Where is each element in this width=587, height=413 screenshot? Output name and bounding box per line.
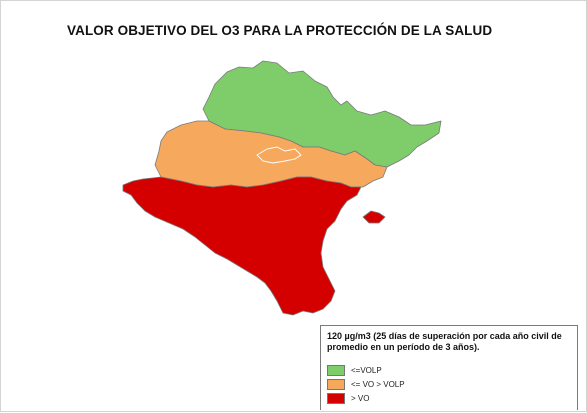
legend-swatch-green bbox=[327, 365, 345, 376]
legend-label-vo-volp: <= VO > VOLP bbox=[351, 380, 405, 389]
map-title: VALOR OBJETIVO DEL O3 PARA LA PROTECCIÓN… bbox=[67, 23, 493, 38]
legend-note: 120 µg/m3 (25 días de superación por cad… bbox=[327, 331, 562, 352]
zone-south-vo bbox=[122, 176, 362, 316]
legend-swatch-red bbox=[327, 393, 345, 404]
zone-south-exclave bbox=[362, 210, 386, 224]
enclave-outline bbox=[256, 146, 302, 164]
legend-swatch-orange bbox=[327, 379, 345, 390]
legend-label-volp: <=VOLP bbox=[351, 366, 382, 375]
map-legend: 120 µg/m3 (25 días de superación por cad… bbox=[320, 325, 578, 410]
legend-label-vo: > VO bbox=[351, 394, 370, 403]
